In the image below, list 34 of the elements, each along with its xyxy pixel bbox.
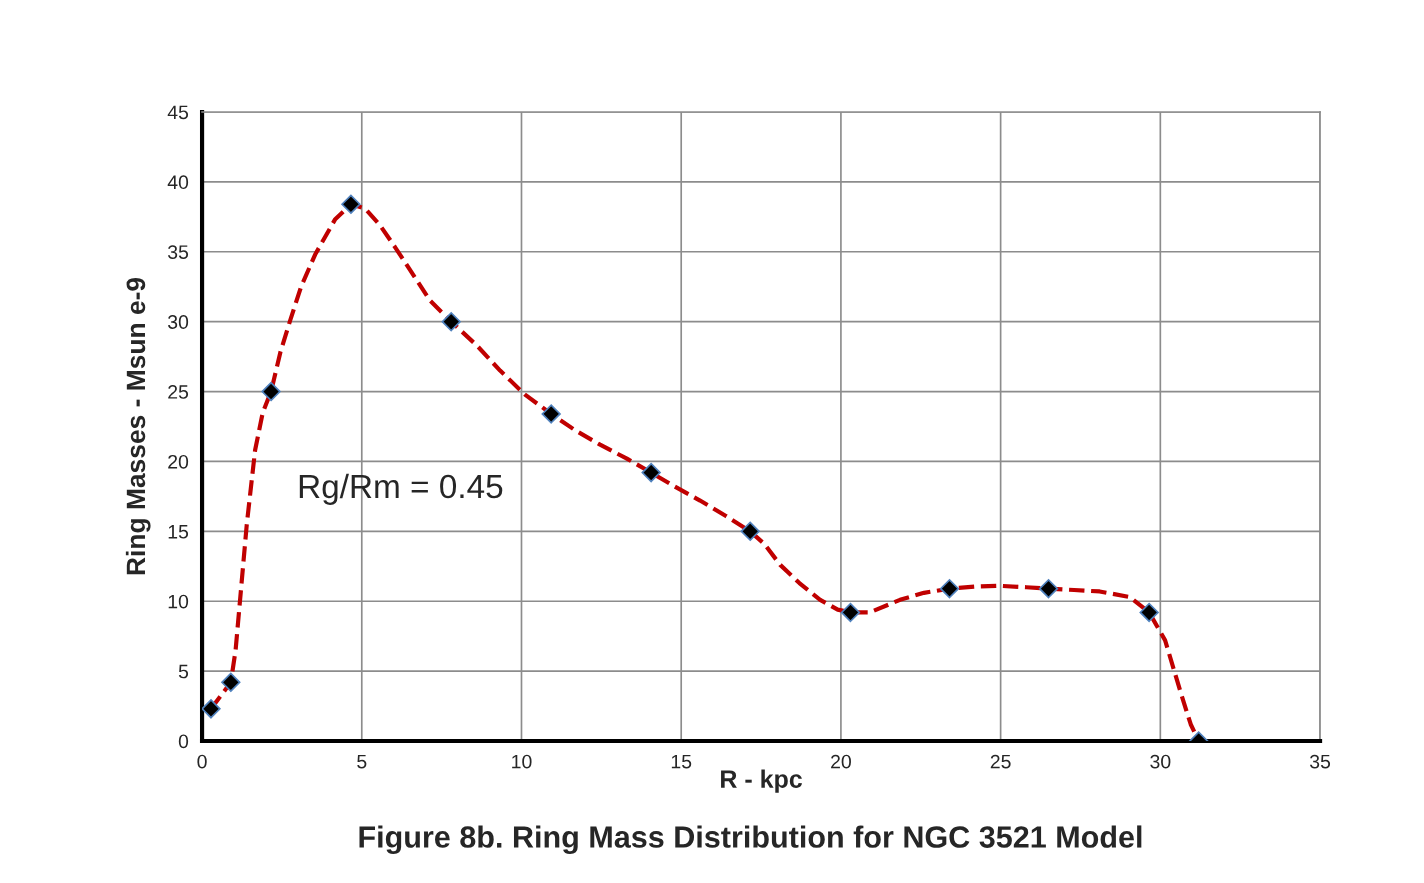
annotation: Rg/Rm = 0.45 — [299, 473, 503, 505]
point — [939, 578, 960, 599]
y-tick-label: 45 — [167, 105, 189, 120]
point — [1038, 578, 1059, 599]
y-tick-label: 20 — [168, 454, 189, 469]
x-tick-label: 35 — [1309, 754, 1331, 769]
point — [1139, 602, 1159, 623]
x-tick-label: 5 — [357, 754, 367, 769]
point — [740, 521, 760, 542]
point — [541, 404, 561, 424]
point — [641, 462, 661, 483]
y-tick-label: 10 — [168, 594, 189, 609]
point — [202, 699, 221, 719]
point — [441, 311, 461, 332]
y-tick-label: 40 — [167, 175, 189, 190]
y-tick-label: 25 — [168, 385, 189, 399]
x-tick-label: 25 — [990, 754, 1011, 769]
y-tick-label: 15 — [168, 525, 189, 539]
y-tick-label: 35 — [167, 245, 189, 259]
x-axis-title: R - kpc — [721, 769, 802, 793]
y-tick-label: 30 — [167, 315, 189, 329]
point — [341, 194, 361, 214]
point — [221, 672, 241, 692]
text: Figure 8b. Ring Mass Distribution for NGC 3521 Model — [359, 825, 1142, 855]
y-tick-label: 0 — [178, 734, 189, 749]
point — [840, 602, 861, 623]
x-tick-label: 30 — [1150, 754, 1171, 769]
y-tick-label: 5 — [178, 664, 189, 679]
y-axis-title: Ring Masses - Msun e-9 — [125, 277, 151, 575]
point — [261, 381, 281, 402]
x-tick-label: 15 — [671, 754, 692, 769]
x-tick-label: 20 — [831, 754, 851, 769]
x-tick-label: 10 — [512, 754, 532, 769]
x-tick-label: 0 — [197, 754, 207, 769]
